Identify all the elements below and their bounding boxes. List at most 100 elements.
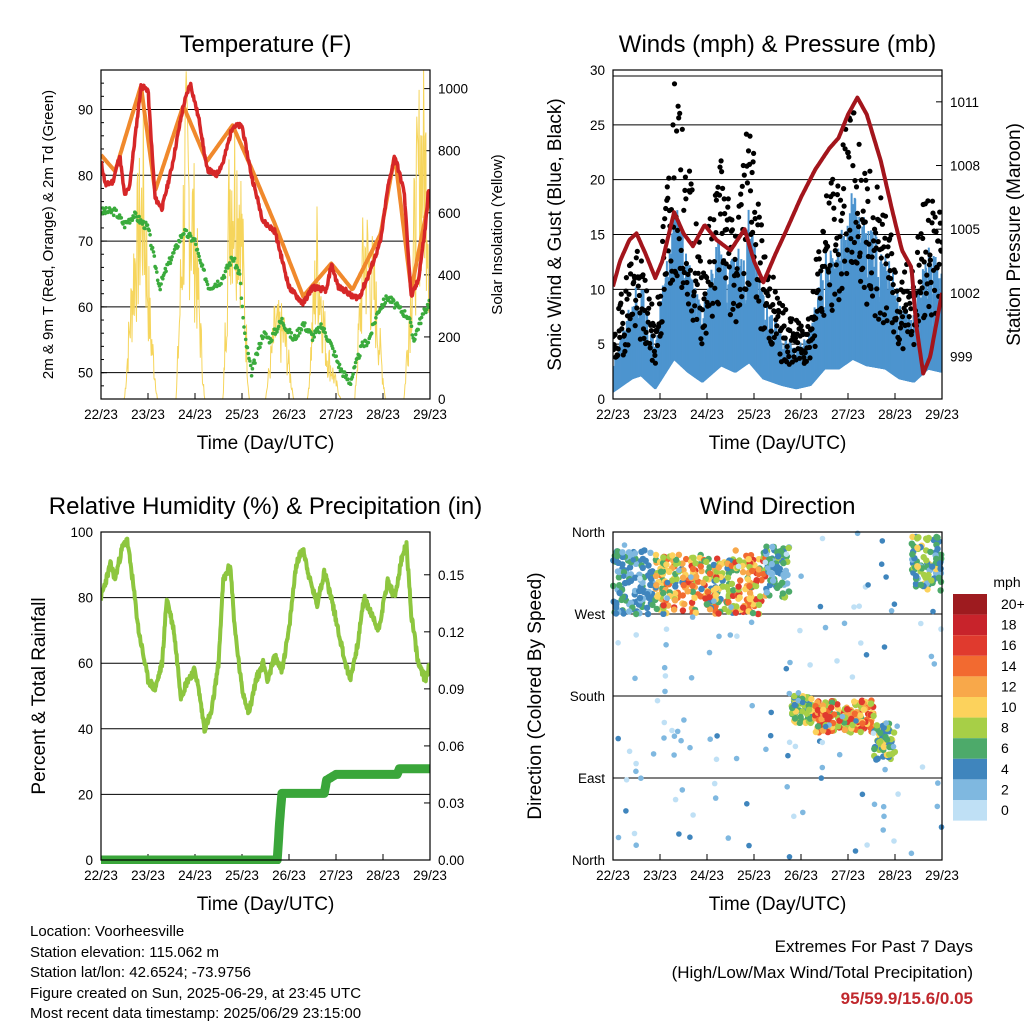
direction-point [621, 579, 629, 587]
dewpoint-point [205, 282, 210, 287]
gust-point [890, 282, 896, 288]
gust-point [883, 261, 889, 267]
dewpoint-point [310, 338, 315, 343]
dewpoint-point [248, 359, 252, 363]
dewpoint-point [317, 330, 322, 335]
gust-point [864, 186, 871, 192]
direction-point [931, 661, 938, 667]
gust-point [840, 142, 846, 148]
gust-point [833, 262, 839, 268]
legend-label: 18 [1001, 617, 1017, 633]
direction-point [908, 540, 915, 547]
dewpoint-point [348, 382, 353, 387]
gust-point [648, 328, 654, 334]
y2-tick-label: 999 [950, 350, 973, 365]
gust-point [730, 300, 737, 306]
direction-point [800, 809, 806, 816]
direction-point [764, 565, 771, 571]
gust-point [883, 305, 890, 311]
direction-point [857, 728, 864, 736]
gust-point [716, 267, 722, 273]
gust-point [823, 193, 830, 199]
direction-point [661, 719, 668, 726]
gust-point [678, 247, 684, 253]
direction-point [615, 574, 623, 581]
gust-point [669, 277, 676, 283]
gust-point [831, 205, 837, 211]
legend-swatch [953, 717, 987, 739]
dewpoint-point [344, 373, 349, 378]
gust-point [917, 279, 923, 285]
gust-point [852, 178, 858, 184]
direction-point [730, 587, 737, 594]
direction-point [822, 624, 829, 631]
direction-point [632, 675, 638, 682]
gust-point [861, 284, 867, 290]
direction-point [647, 549, 654, 556]
gust-point [678, 167, 684, 173]
y-tick-label: 70 [78, 234, 93, 249]
rh-line [101, 536, 430, 734]
dewpoint-point [223, 269, 228, 274]
y-tick-label: 100 [70, 525, 93, 540]
gust-point [656, 301, 663, 307]
dewpoint-point [413, 332, 418, 337]
gust-point [668, 258, 674, 264]
legend-swatch [953, 697, 987, 718]
gust-point [842, 146, 848, 152]
plot-frame [100, 531, 431, 861]
gust-point [827, 282, 833, 288]
gust-point [621, 332, 628, 338]
dewpoint-point [353, 365, 357, 369]
gust-point [739, 183, 745, 189]
gust-point [821, 263, 828, 269]
direction-point [818, 715, 825, 723]
direction-point [671, 590, 679, 597]
y-axis-label: 2m & 9m T (Red, Orange) & 2m Td (Green) [40, 90, 57, 379]
direction-point [786, 739, 793, 746]
dewpoint-point [324, 334, 328, 339]
legend-label: 14 [1001, 658, 1017, 674]
direction-point [849, 721, 856, 729]
gust-point [692, 303, 698, 309]
gust-point [896, 296, 902, 303]
dewpoint-point [419, 315, 424, 320]
direction-point [636, 587, 643, 595]
gust-point [719, 169, 725, 175]
y2-tick-label: 0.00 [438, 853, 464, 868]
gust-point [902, 269, 908, 275]
direction-point [735, 583, 742, 590]
panel-0: Temperature (F) 22/23 23/23 24/23 25/23 26/23… [40, 31, 506, 454]
y2-tick-label: 1011 [950, 95, 979, 110]
x-tick-label: 24/23 [690, 407, 724, 422]
direction-point [639, 564, 646, 572]
gust-point [839, 285, 845, 291]
direction-point [649, 601, 656, 609]
legend-label: 0 [1001, 802, 1009, 818]
gust-point [749, 169, 755, 176]
gust-point [827, 262, 833, 268]
gust-point [744, 180, 751, 186]
dewpoint-point [122, 225, 127, 230]
dewpoint-point [194, 242, 198, 247]
dewpoint-point [292, 333, 297, 338]
direction-point [666, 568, 673, 575]
gust-point [729, 217, 735, 223]
dewpoint-point [111, 213, 116, 218]
direction-point [786, 690, 793, 697]
dewpoint-point [427, 298, 430, 303]
dewpoint-point [248, 363, 253, 368]
direction-point [637, 575, 643, 582]
gust-point [660, 223, 666, 230]
gust-point [693, 221, 699, 227]
gust-point [752, 209, 758, 215]
dewpoint-point [114, 208, 118, 212]
direction-point [766, 569, 773, 576]
dewpoint-point [416, 327, 421, 332]
y2-tick-label: 1008 [950, 159, 980, 174]
dewpoint-point [253, 361, 257, 365]
direction-point [706, 570, 714, 577]
y2-tick-label: 0 [438, 392, 446, 407]
gust-point [726, 264, 732, 270]
